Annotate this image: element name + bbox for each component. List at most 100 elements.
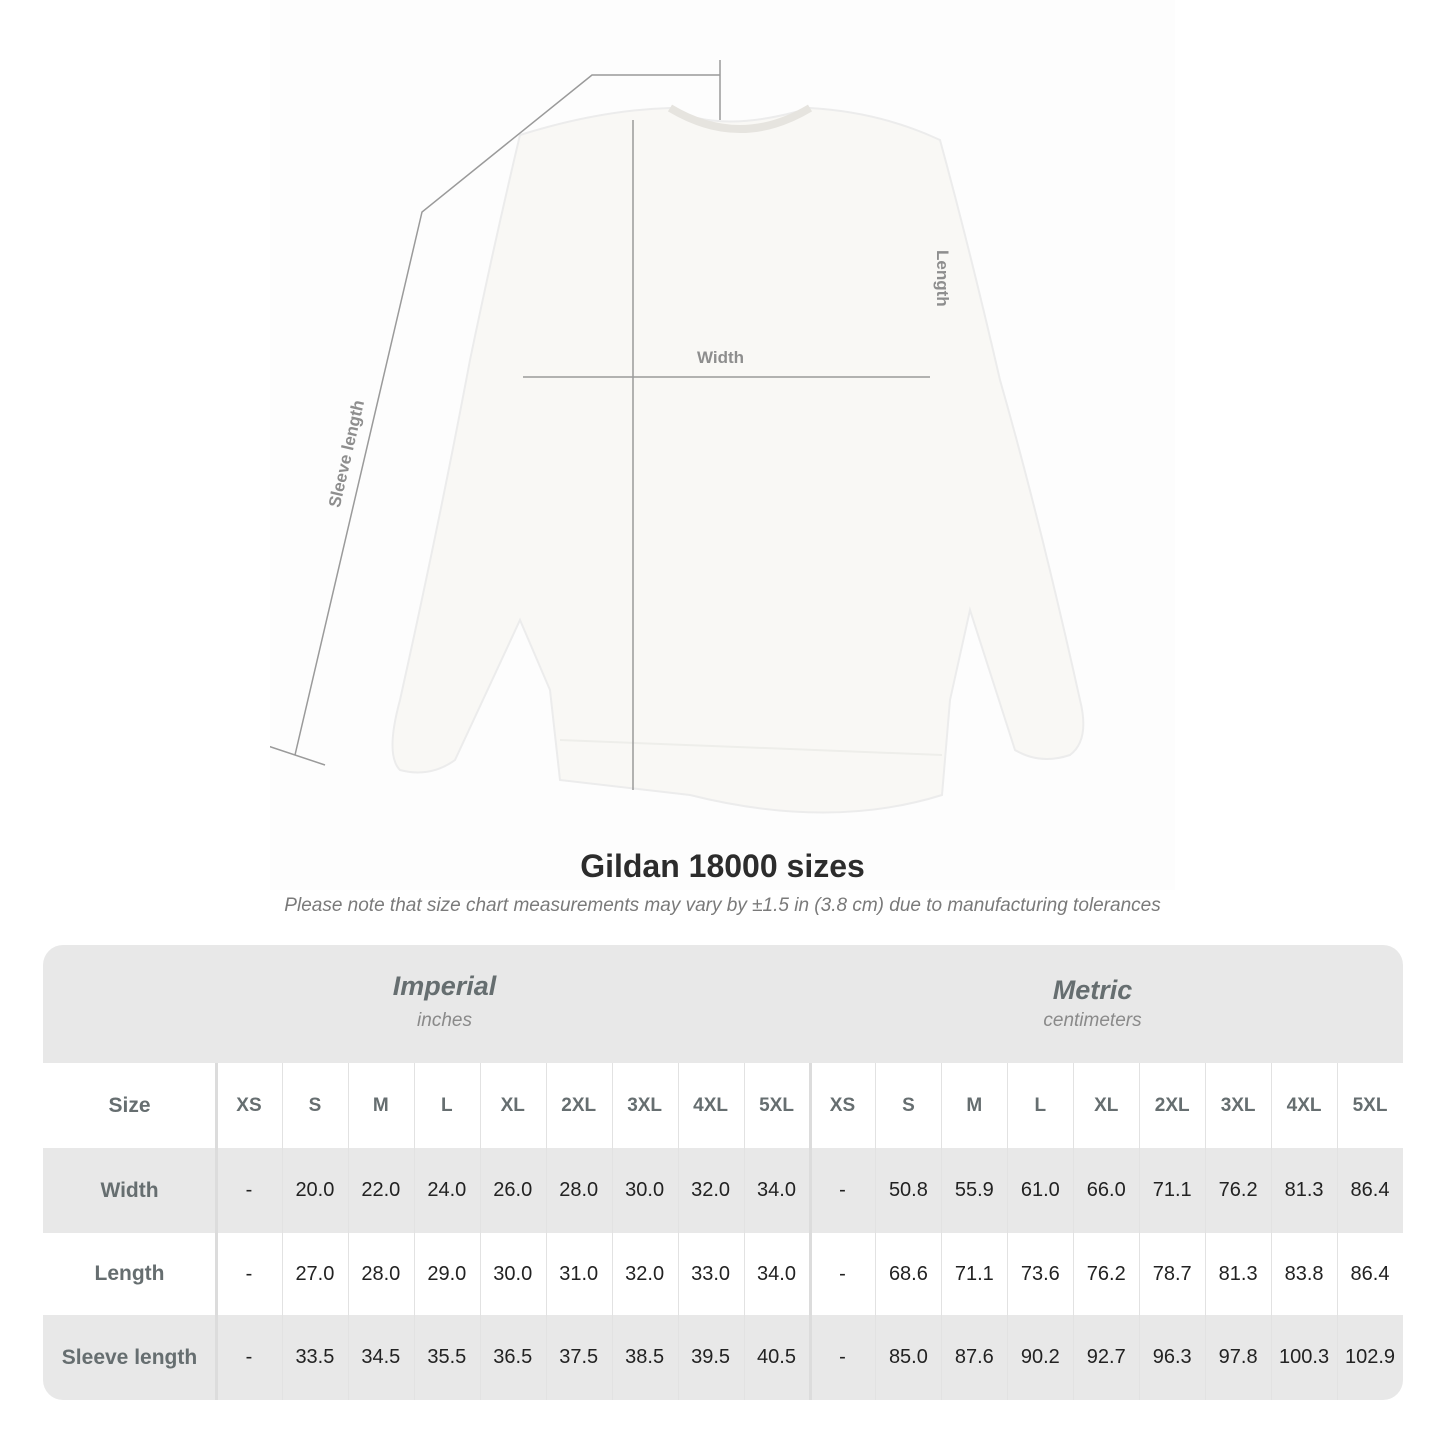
size-header: Size <box>108 1093 151 1117</box>
column-divider <box>1205 1063 1207 1400</box>
metric-size-2xl: 2XL <box>1154 1094 1190 1116</box>
metric-value-cell: 85.0 <box>888 1346 928 1368</box>
row-label: Width <box>100 1178 159 1202</box>
column-divider <box>743 1063 745 1400</box>
column-divider <box>1007 1063 1009 1400</box>
column-divider <box>611 1063 613 1400</box>
metric-value-cell: 97.8 <box>1218 1346 1258 1368</box>
imperial-value-cell: 33.5 <box>295 1346 335 1368</box>
metric-value-cell: - <box>839 1346 846 1368</box>
metric-value-cell: 81.3 <box>1284 1179 1324 1201</box>
imperial-value-cell: - <box>245 1346 253 1368</box>
column-divider <box>1073 1063 1075 1400</box>
metric-value-cell: 90.2 <box>1020 1346 1060 1368</box>
metric-size-5xl: 5XL <box>1352 1094 1388 1116</box>
column-divider <box>677 1063 679 1400</box>
imperial-size-m: M <box>372 1094 389 1116</box>
metric-value-cell: 87.6 <box>954 1346 994 1368</box>
metric-value-cell: 50.8 <box>888 1179 928 1201</box>
imperial-size-2xl: 2XL <box>561 1094 597 1116</box>
imperial-value-cell: 27.0 <box>295 1262 335 1285</box>
imperial-value-cell: 37.5 <box>559 1346 599 1368</box>
header-band <box>43 945 1403 1063</box>
metric-size-xl: XL <box>1094 1094 1119 1116</box>
imperial-value-cell: 35.5 <box>427 1346 467 1368</box>
imperial-value-cell: 22.0 <box>361 1179 401 1201</box>
metric-value-cell: 73.6 <box>1020 1262 1060 1285</box>
imperial-value-cell: 36.5 <box>493 1346 533 1368</box>
imperial-value-cell: 20.0 <box>295 1179 335 1201</box>
page-title: Gildan 18000 sizes <box>580 848 865 884</box>
metric-value-cell: 61.0 <box>1020 1179 1060 1201</box>
imperial-value-cell: 34.5 <box>361 1346 401 1368</box>
imperial-value-cell: 34.0 <box>757 1179 796 1201</box>
imperial-value-cell: 39.5 <box>691 1346 731 1368</box>
metric-value-cell: 86.4 <box>1350 1179 1390 1201</box>
imperial-value-cell: 26.0 <box>493 1179 533 1201</box>
metric-value-cell: 68.6 <box>888 1262 928 1285</box>
metric-size-m: M <box>966 1094 983 1116</box>
metric-size-3xl: 3XL <box>1220 1094 1256 1116</box>
metric-size-s: S <box>902 1094 915 1116</box>
column-divider <box>215 1063 218 1400</box>
metric-value-cell: 76.2 <box>1218 1179 1258 1201</box>
imperial-title: Imperial <box>392 971 497 1001</box>
metric-size-4xl: 4XL <box>1286 1094 1322 1116</box>
dimension-lines <box>270 60 930 790</box>
metric-title: Metric <box>1052 975 1133 1005</box>
column-divider <box>941 1063 943 1400</box>
imperial-value-cell: 24.0 <box>427 1179 467 1201</box>
imperial-size-xl: XL <box>500 1094 525 1116</box>
metric-value-cell: 81.3 <box>1218 1262 1258 1285</box>
metric-value-cell: 100.3 <box>1279 1346 1330 1368</box>
imperial-value-cell: 38.5 <box>625 1346 665 1368</box>
metric-size-xs: XS <box>829 1094 856 1116</box>
imperial-unit: inches <box>417 1010 472 1031</box>
metric-value-cell: 55.9 <box>954 1179 994 1201</box>
metric-value-cell: 76.2 <box>1086 1262 1126 1285</box>
metric-value-cell: 71.1 <box>954 1262 994 1285</box>
metric-value-cell: 83.8 <box>1284 1262 1324 1285</box>
imperial-value-cell: 29.0 <box>427 1262 467 1285</box>
row-band <box>43 1148 1403 1233</box>
size-table: Imperial inches Metric centimeters Size X… <box>43 945 1403 1400</box>
imperial-value-cell: 40.5 <box>757 1346 796 1368</box>
column-divider <box>281 1063 283 1400</box>
imperial-size-3xl: 3XL <box>627 1094 663 1116</box>
metric-unit: centimeters <box>1043 1010 1142 1031</box>
row-band <box>43 1315 1403 1400</box>
imperial-value-cell: - <box>245 1179 253 1201</box>
imperial-value-cell: - <box>245 1262 253 1285</box>
column-divider <box>1271 1063 1273 1400</box>
imperial-value-cell: 28.0 <box>361 1262 401 1285</box>
metric-value-cell: 86.4 <box>1350 1262 1390 1285</box>
metric-value-cell: - <box>839 1179 846 1201</box>
metric-size-l: L <box>1034 1094 1047 1116</box>
imperial-value-cell: 32.0 <box>691 1179 731 1201</box>
imperial-value-cell: 28.0 <box>559 1179 599 1201</box>
imperial-value-cell: 34.0 <box>757 1262 796 1285</box>
length-label: Length <box>933 250 952 307</box>
imperial-value-cell: 33.0 <box>691 1262 731 1285</box>
metric-value-cell: - <box>839 1262 846 1285</box>
column-divider <box>545 1063 547 1400</box>
sweatshirt-body <box>391 106 1085 814</box>
width-label: Width <box>697 348 745 367</box>
imperial-size-xs: XS <box>236 1094 262 1116</box>
sweatshirt-illustration <box>270 60 1085 814</box>
column-divider <box>479 1063 481 1400</box>
imperial-value-cell: 32.0 <box>625 1262 665 1285</box>
row-label: Length <box>94 1262 165 1285</box>
column-divider <box>413 1063 415 1400</box>
metric-value-cell: 92.7 <box>1086 1346 1126 1368</box>
imperial-size-l: L <box>440 1094 453 1116</box>
imperial-value-cell: 31.0 <box>559 1262 599 1285</box>
imperial-value-cell: 30.0 <box>493 1262 533 1285</box>
column-divider <box>1139 1063 1141 1400</box>
metric-value-cell: 66.0 <box>1086 1179 1126 1201</box>
column-divider <box>347 1063 349 1400</box>
sweatshirt-diagram: Length Width Sleeve length <box>270 0 1175 890</box>
metric-value-cell: 71.1 <box>1152 1179 1192 1201</box>
metric-header: Metric centimeters <box>810 945 1375 1063</box>
imperial-size-4xl: 4XL <box>693 1094 728 1116</box>
